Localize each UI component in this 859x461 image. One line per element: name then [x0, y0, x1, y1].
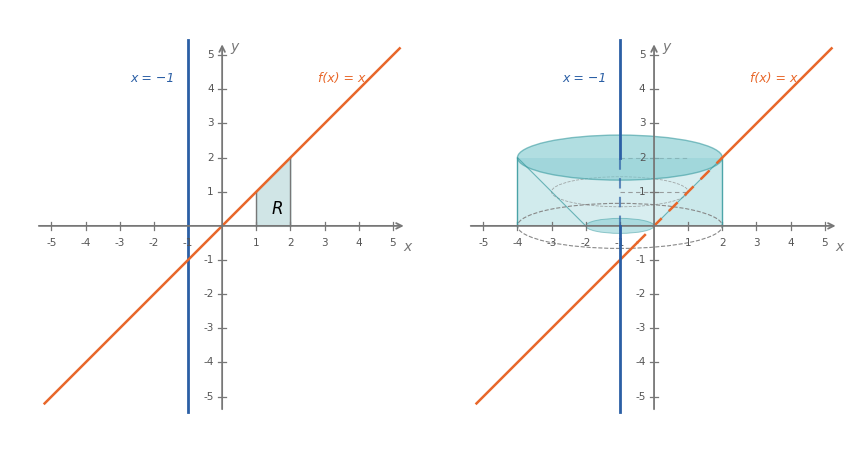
Text: -1: -1	[183, 238, 193, 248]
Text: -5: -5	[46, 238, 57, 248]
Polygon shape	[517, 158, 620, 226]
Text: y: y	[231, 40, 239, 54]
Text: -5: -5	[478, 238, 489, 248]
Text: -1: -1	[615, 238, 625, 248]
Text: 3: 3	[321, 238, 328, 248]
Text: -2: -2	[635, 289, 645, 299]
Text: -4: -4	[204, 357, 214, 367]
Text: -3: -3	[114, 238, 125, 248]
Polygon shape	[620, 158, 722, 226]
Text: 1: 1	[639, 187, 645, 197]
Text: -4: -4	[81, 238, 91, 248]
Text: -4: -4	[512, 238, 522, 248]
Text: y: y	[662, 40, 671, 54]
Text: 5: 5	[639, 50, 645, 60]
Ellipse shape	[586, 219, 654, 233]
Text: -3: -3	[204, 323, 214, 333]
Text: 1: 1	[207, 187, 214, 197]
Text: 2: 2	[639, 153, 645, 163]
Text: 2: 2	[287, 238, 294, 248]
Text: -2: -2	[149, 238, 159, 248]
Text: -2: -2	[204, 289, 214, 299]
Text: -5: -5	[204, 391, 214, 402]
Text: 1: 1	[685, 238, 691, 248]
Text: -2: -2	[581, 238, 591, 248]
Text: x = −1: x = −1	[562, 72, 606, 85]
Text: 2: 2	[207, 153, 214, 163]
Text: 4: 4	[788, 238, 794, 248]
Text: 5: 5	[389, 238, 396, 248]
Text: 5: 5	[207, 50, 214, 60]
Text: 3: 3	[639, 118, 645, 129]
Text: 1: 1	[253, 238, 259, 248]
Text: -1: -1	[204, 255, 214, 265]
Text: -3: -3	[635, 323, 645, 333]
Text: R: R	[271, 200, 283, 218]
Text: f(x) = x: f(x) = x	[750, 72, 797, 85]
Text: x = −1: x = −1	[130, 72, 174, 85]
Text: 3: 3	[207, 118, 214, 129]
Text: 4: 4	[207, 84, 214, 95]
Polygon shape	[620, 158, 722, 226]
Text: 2: 2	[719, 238, 726, 248]
Text: -4: -4	[635, 357, 645, 367]
Text: 5: 5	[821, 238, 828, 248]
Polygon shape	[517, 158, 620, 226]
Text: -5: -5	[635, 391, 645, 402]
Text: f(x) = x: f(x) = x	[318, 72, 365, 85]
Text: 4: 4	[356, 238, 362, 248]
Text: x: x	[835, 240, 844, 254]
Text: -3: -3	[546, 238, 557, 248]
Text: -1: -1	[635, 255, 645, 265]
Text: 4: 4	[639, 84, 645, 95]
Ellipse shape	[517, 135, 722, 180]
Text: 3: 3	[753, 238, 759, 248]
Text: x: x	[403, 240, 411, 254]
